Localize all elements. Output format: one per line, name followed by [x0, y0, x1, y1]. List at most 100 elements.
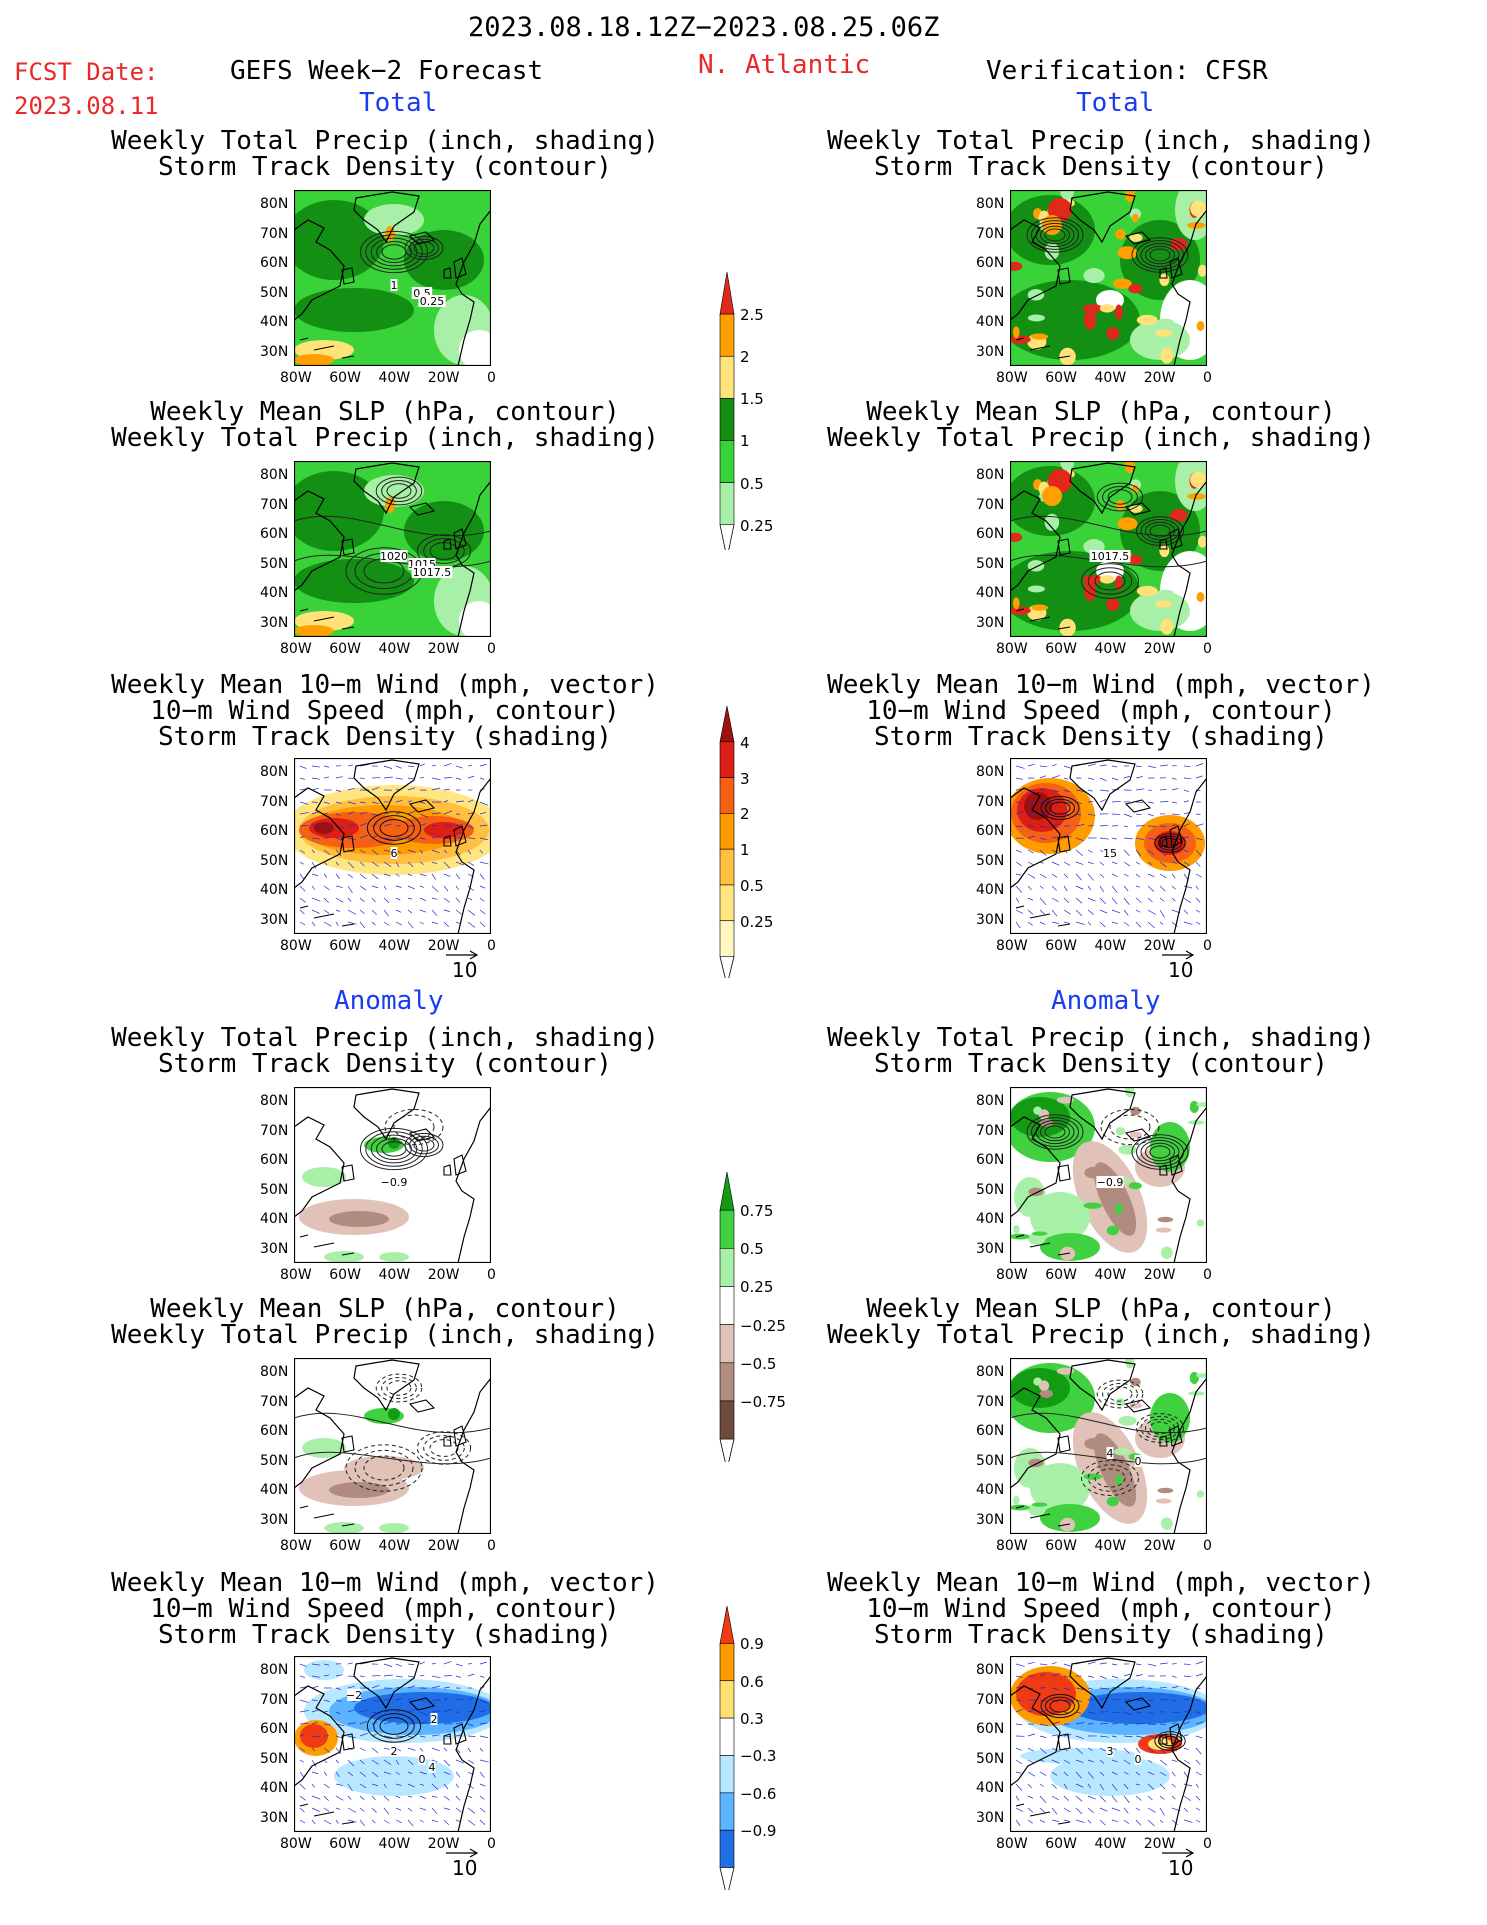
lat-tick-label: 50N [976, 555, 1005, 572]
lat-tick-label: 30N [976, 343, 1005, 360]
contour-label: −0.9 [381, 1176, 408, 1189]
panel-title-1-right-line-2: Storm Track Density (contour) [874, 152, 1328, 182]
lat-tick-label: 80N [976, 1364, 1005, 1380]
lon-tick-label: 40W [1094, 938, 1127, 954]
lat-tick-label: 30N [976, 911, 1005, 928]
contour-label: 6 [391, 847, 398, 860]
contour-label: 4 [1107, 1447, 1114, 1460]
lon-tick-label: 60W [329, 1538, 361, 1554]
lon-tick-label: 20W [1143, 1267, 1176, 1283]
region-title: N. Atlantic [698, 50, 871, 80]
lon-tick-label: 0 [487, 641, 496, 657]
lon-tick-label: 20W [427, 1267, 460, 1283]
lon-tick-label: 20W [1143, 1538, 1176, 1554]
section-anomaly-right: Anomaly [1051, 986, 1161, 1016]
lon-tick-label: 60W [1045, 641, 1077, 657]
panel-title-6-left-line-2: 10−m Wind Speed (mph, contour) [150, 1594, 620, 1624]
date-range: 2023.08.18.12Z−2023.08.25.06Z [468, 12, 940, 43]
panel-title-3-right-line-2: 10−m Wind Speed (mph, contour) [866, 696, 1336, 726]
lon-tick-label: 0 [1203, 370, 1212, 386]
lat-tick-label: 40N [260, 585, 289, 601]
lat-tick-label: 50N [260, 1181, 289, 1198]
lat-tick-label: 70N [260, 793, 289, 810]
map-panel-3-right: 15 [1010, 758, 1207, 934]
lat-tick-label: 50N [976, 1181, 1005, 1198]
lon-tick-label: 40W [1094, 1836, 1127, 1852]
lon-tick-label: 40W [378, 641, 411, 657]
lon-tick-label: 20W [427, 1538, 460, 1554]
lat-tick-label: 60N [976, 526, 1005, 542]
lat-tick-label: 70N [260, 496, 289, 513]
panel-title-6-left-line-3: Storm Track Density (shading) [158, 1620, 612, 1650]
map-panel-5-right: 40 [1010, 1358, 1207, 1534]
lat-tick-label: 30N [260, 343, 289, 360]
map-panel-5-left [294, 1358, 491, 1534]
lat-tick-label: 80N [976, 1093, 1005, 1109]
lat-tick-label: 30N [260, 1809, 289, 1826]
lon-tick-label: 20W [1143, 641, 1176, 657]
lat-tick-label: 70N [976, 1691, 1005, 1708]
lon-tick-label: 20W [427, 370, 460, 386]
colorbar-label: 0.3 [740, 1710, 764, 1729]
colorbar-label: −0.25 [740, 1316, 786, 1335]
panel-title-1-left-line-2: Storm Track Density (contour) [158, 152, 612, 182]
lon-tick-label: 60W [1045, 1538, 1077, 1554]
contour-label: 0 [1135, 1455, 1142, 1468]
lat-tick-label: 80N [976, 467, 1005, 483]
lat-tick-label: 60N [260, 1423, 289, 1439]
lat-tick-label: 60N [976, 1721, 1005, 1737]
model-title: GEFS Week−2 Forecast [230, 56, 544, 86]
lat-tick-label: 60N [260, 1152, 289, 1168]
lon-tick-label: 40W [378, 370, 411, 386]
lon-tick-label: 60W [329, 370, 361, 386]
lat-tick-label: 50N [260, 555, 289, 572]
lat-tick-label: 60N [976, 823, 1005, 839]
map-panel-2-right: 1017.5 [1010, 461, 1207, 637]
colorbar-label: 0.5 [740, 876, 764, 895]
lat-tick-label: 30N [260, 1511, 289, 1528]
lat-tick-label: 80N [260, 196, 289, 212]
verification-title: Verification: CFSR [986, 56, 1268, 86]
contour-label: 1017.5 [413, 566, 452, 579]
lon-tick-label: 80W [996, 1538, 1028, 1554]
colorbar-label: 1.5 [740, 390, 764, 409]
lon-tick-label: 80W [280, 641, 312, 657]
lat-tick-label: 50N [976, 852, 1005, 869]
lon-tick-label: 0 [487, 370, 496, 386]
colorbar-label: 1 [740, 841, 750, 860]
lon-tick-label: 60W [329, 1267, 361, 1283]
lon-tick-label: 80W [280, 1267, 312, 1283]
lon-tick-label: 20W [427, 641, 460, 657]
lat-tick-label: 40N [260, 1482, 289, 1498]
panel-title-2-right-line-1: Weekly Mean SLP (hPa, contour) [866, 397, 1336, 427]
lon-tick-label: 80W [996, 641, 1028, 657]
colorbar-label: 0.5 [740, 474, 764, 493]
lon-tick-label: 40W [378, 1836, 411, 1852]
panel-title-5-left-line-1: Weekly Mean SLP (hPa, contour) [150, 1294, 620, 1324]
colorbar-label: −0.5 [740, 1354, 777, 1373]
lat-tick-label: 80N [976, 1662, 1005, 1678]
colorbar-label: −0.75 [740, 1392, 786, 1411]
contour-label: −2 [346, 1689, 362, 1702]
colorbar-label: −0.3 [740, 1747, 777, 1766]
lon-tick-label: 20W [1143, 370, 1176, 386]
panel-title-1-right-line-1: Weekly Total Precip (inch, shading) [827, 126, 1375, 156]
lon-tick-label: 60W [1045, 370, 1077, 386]
panel-title-6-left-line-1: Weekly Mean 10−m Wind (mph, vector) [111, 1568, 659, 1598]
lon-tick-label: 0 [487, 1267, 496, 1283]
vector-reference-label: 10 [1168, 1856, 1194, 1880]
vector-reference-arrow [1162, 950, 1195, 960]
lon-tick-label: 0 [1203, 938, 1212, 954]
lon-tick-label: 40W [378, 938, 411, 954]
panel-title-6-right-line-1: Weekly Mean 10−m Wind (mph, vector) [827, 1568, 1375, 1598]
lat-tick-label: 40N [260, 882, 289, 898]
lon-tick-label: 80W [996, 1267, 1028, 1283]
lat-tick-label: 80N [260, 764, 289, 780]
lat-tick-label: 60N [260, 823, 289, 839]
lon-tick-label: 20W [1143, 1836, 1176, 1852]
lat-tick-label: 80N [976, 764, 1005, 780]
vector-reference: 10 [446, 950, 479, 982]
lat-tick-label: 60N [260, 526, 289, 542]
fcst-label: FCST Date: [14, 58, 159, 86]
panel-title-2-left-line-1: Weekly Mean SLP (hPa, contour) [150, 397, 620, 427]
